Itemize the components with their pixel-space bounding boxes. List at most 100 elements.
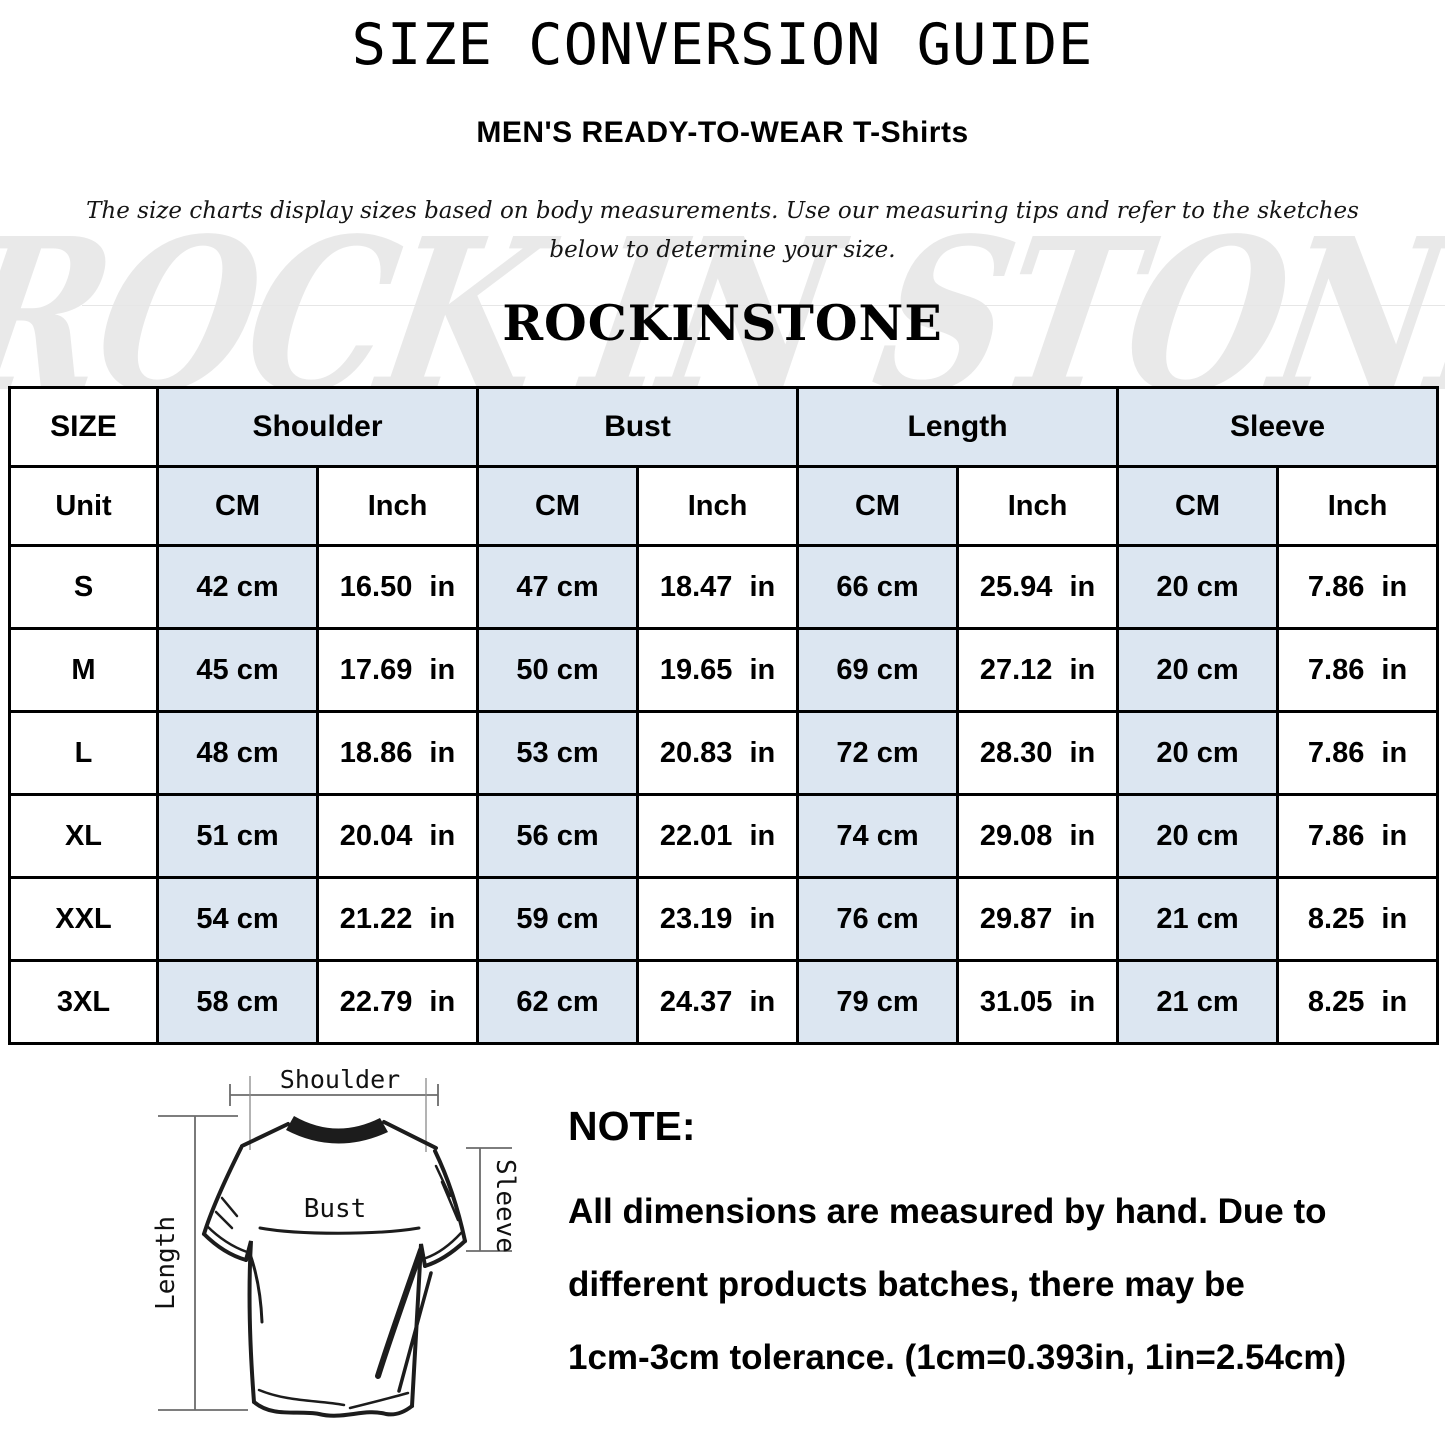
measure-cell: 24.37 in [636,959,800,1045]
measure-cell: 20 cm [1116,627,1280,713]
measure-cell: 18.47 in [636,544,800,630]
size-label: XL [8,793,159,879]
measure-cell: 66 cm [796,544,960,630]
unit-cell: Inch [636,465,800,547]
faint-divider-line [82,305,1445,306]
measure-cell: 74 cm [796,793,960,879]
note-line-3: 1cm-3cm tolerance. (1cm=0.393in, 1in=2.5… [568,1338,1347,1377]
table-row-m: M 45 cm 17.69 in 50 cm 19.65 in 69 cm 27… [8,627,1440,713]
measure-cell: 72 cm [796,710,960,796]
measure-cell: 22.79 in [315,959,480,1045]
measure-cell: 25.94 in [956,544,1120,630]
measure-cell: 51 cm [156,793,319,879]
size-label: XXL [8,876,159,962]
length-diagram-label: Length [151,1216,181,1310]
measure-cell: 47 cm [476,544,640,630]
bust-line [258,1226,421,1235]
table-row-l: L 48 cm 18.86 in 53 cm 20.83 in 72 cm 28… [8,710,1440,796]
table-row-xxl: XXL 54 cm 21.22 in 59 cm 23.19 in 76 cm … [8,876,1440,962]
unit-label: Unit [8,465,159,547]
subtitle-sub: T-Shirts [844,116,969,149]
right-sleeve-hem-inner [424,1231,463,1260]
unit-cell: Inch [315,465,480,547]
measure-cell: 21.22 in [315,876,480,962]
note-line-2: different products batches, there may be [568,1265,1245,1304]
group-header-sleeve: Sleeve [1116,386,1440,468]
table-row-s: S 42 cm 16.50 in 47 cm 18.47 in 66 cm 25… [8,544,1440,630]
measure-cell: 7.86 in [1276,710,1440,796]
sleeve-diagram-label: Sleeve [490,1159,520,1253]
measure-cell: 53 cm [476,710,640,796]
right-sleeve-creases [434,1164,460,1222]
subtitle-main: MEN'S READY-TO-WEAR [476,116,845,149]
table-group-header-row: SIZE Shoulder Bust Length Sleeve [8,386,1440,468]
collar [286,1116,388,1144]
measure-cell: 8.25 in [1276,876,1440,962]
measure-cell: 45 cm [156,627,319,713]
measure-cell: 8.25 in [1276,959,1440,1045]
side-fold-stroke-2 [397,1271,433,1393]
brand-name: ROCKINSTONE [502,294,943,352]
measure-cell: 62 cm [476,959,640,1045]
description-line-2: below to determine your size. [549,237,896,263]
hem-fold-lines [257,1388,410,1410]
unit-cell: CM [476,465,640,547]
measure-cell: 7.86 in [1276,544,1440,630]
tshirt-measurement-diagram: Shoulder Bust Length Sleeve [138,1058,526,1445]
measure-cell: 28.30 in [956,710,1120,796]
measure-cell: 23.19 in [636,876,800,962]
tshirt-sketch: Shoulder Bust Length Sleeve [151,1065,520,1418]
measure-cell: 79 cm [796,959,960,1045]
measure-cell: 31.05 in [956,959,1120,1045]
size-label: 3XL [8,959,159,1045]
measure-cell: 20 cm [1116,544,1280,630]
right-sleeve-outer [433,1149,467,1243]
measure-cell: 76 cm [796,876,960,962]
measure-cell: 20 cm [1116,710,1280,796]
measure-cell: 58 cm [156,959,319,1045]
shoulder-diagram-label: Shoulder [280,1065,400,1094]
size-column-header: SIZE [8,386,159,468]
note-block: NOTE: All dimensions are measured by han… [568,1103,1428,1394]
group-header-length: Length [796,386,1120,468]
left-sleeve-hem-inner [205,1224,249,1254]
description-text: The size charts display sizes based on b… [0,192,1445,270]
left-sleeve-hem [202,1232,248,1262]
table-row-3xl: 3XL 58 cm 22.79 in 62 cm 24.37 in 79 cm … [8,959,1440,1045]
page-title: SIZE CONVERSION GUIDE [351,12,1094,78]
measure-cell: 54 cm [156,876,319,962]
group-header-bust: Bust [476,386,800,468]
unit-cell: CM [1116,465,1280,547]
measure-cell: 50 cm [476,627,640,713]
group-header-shoulder: Shoulder [155,386,480,468]
left-sleeve-outer [202,1146,243,1236]
unit-cell: CM [796,465,960,547]
hem-line [252,1400,414,1418]
note-line-1: All dimensions are measured by hand. Due… [568,1192,1327,1231]
measure-cell: 22.01 in [636,793,800,879]
table-row-xl: XL 51 cm 20.04 in 56 cm 22.01 in 74 cm 2… [8,793,1440,879]
table-unit-row: Unit CM Inch CM Inch CM Inch CM Inch [8,465,1440,547]
measure-cell: 21 cm [1116,876,1280,962]
measure-cell: 21 cm [1116,959,1280,1045]
measure-cell: 19.65 in [636,627,800,713]
sleeve-dimension-ticks [466,1147,512,1252]
size-label: M [8,627,159,713]
measure-cell: 17.69 in [315,627,480,713]
description-line-1: The size charts display sizes based on b… [86,198,1359,224]
measure-cell: 48 cm [156,710,319,796]
left-body-fold [248,1252,264,1324]
measure-cell: 42 cm [156,544,319,630]
measure-cell: 7.86 in [1276,627,1440,713]
body-left-edge [244,1240,256,1404]
subtitle: MEN'S READY-TO-WEAR T-Shirts [0,116,1445,150]
shoulder-guide-lines [249,1076,427,1152]
measure-cell: 18.86 in [315,710,480,796]
measure-cell: 69 cm [796,627,960,713]
measure-cell: 59 cm [476,876,640,962]
bust-diagram-label: Bust [304,1194,367,1224]
measure-cell: 29.87 in [956,876,1120,962]
right-sleeve-hem [423,1239,467,1268]
measure-cell: 29.08 in [956,793,1120,879]
size-label: S [8,544,159,630]
